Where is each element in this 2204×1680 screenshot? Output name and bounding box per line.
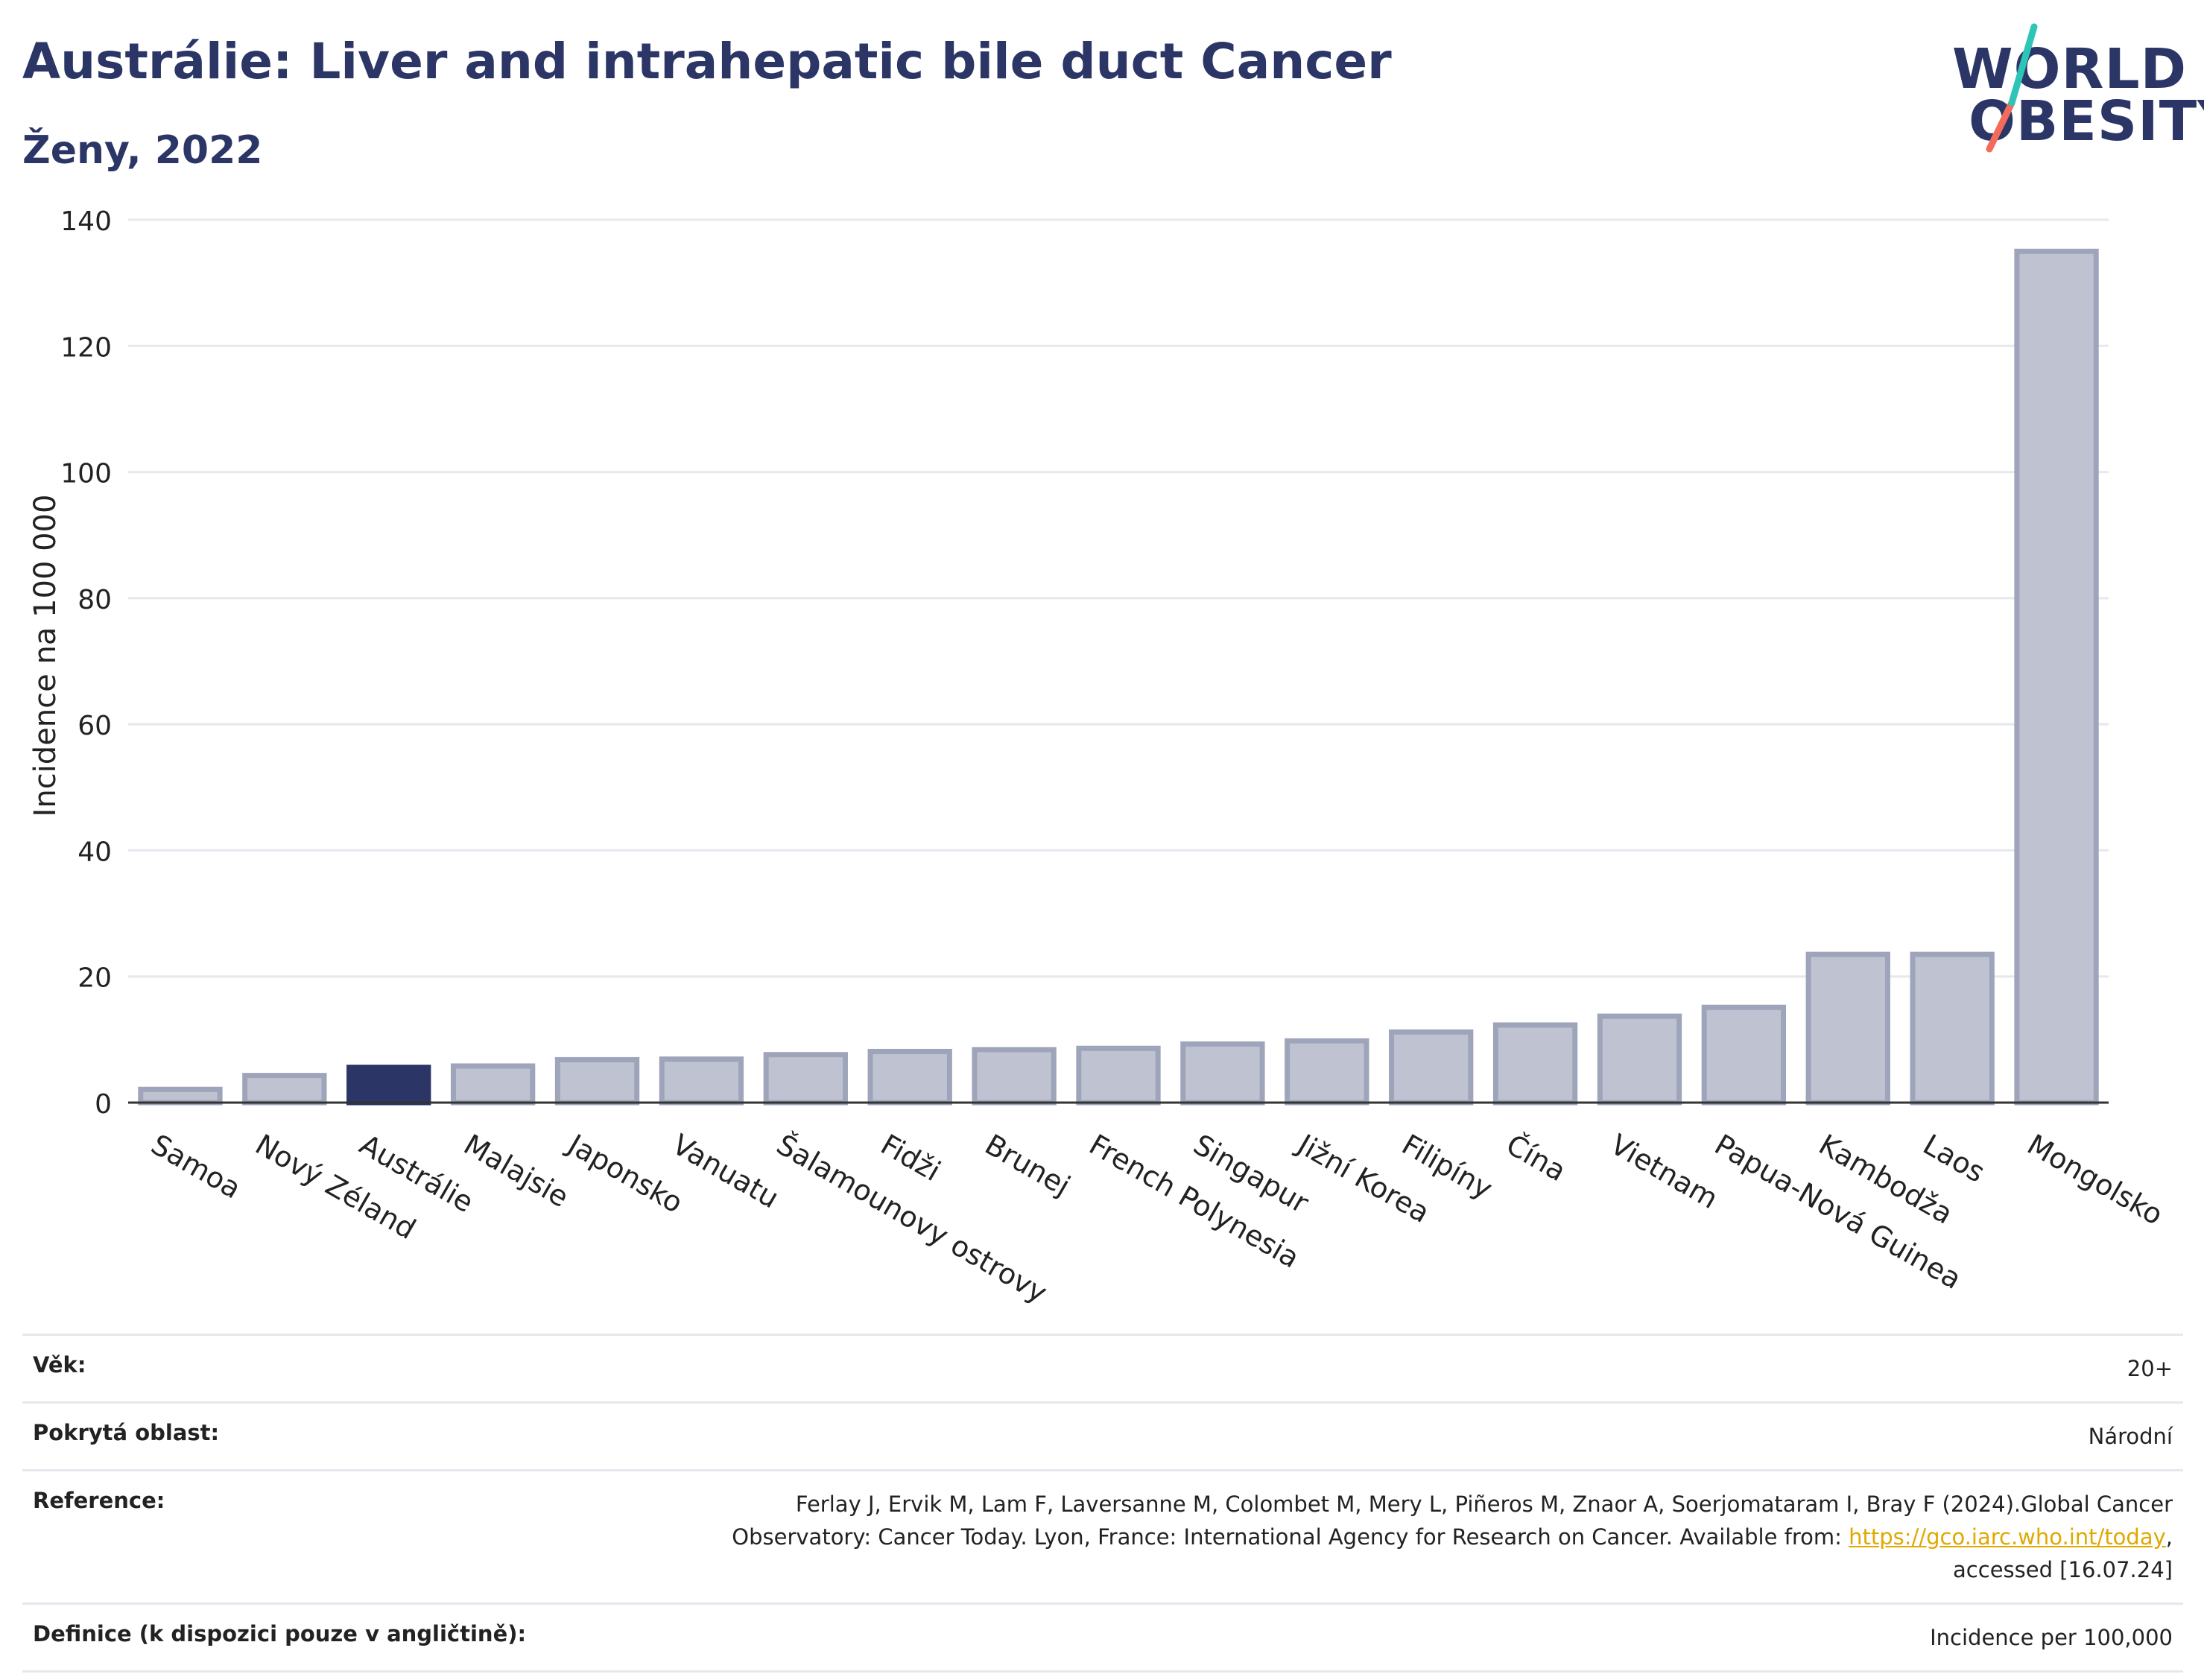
bar-šalamounovy-ostrovy[interactable] [763,1052,848,1106]
bar-mongolsko[interactable] [2014,248,2099,1106]
reference-text-3: , [2165,1524,2173,1550]
x-tick-label: Brunej [980,1128,1076,1202]
age-value: 20+ [565,1334,2183,1404]
x-tick-label: Malajsie [458,1128,574,1214]
info-row-coverage: Pokrytá oblast: Národní [22,1401,2183,1471]
bar-french-polynesia[interactable] [1076,1045,1161,1106]
y-tick-label: 80 [77,585,112,615]
bar-vanuatu[interactable] [659,1056,744,1106]
x-tick-label: Fidži [875,1128,946,1188]
logo-word-2: OBESITY [1969,89,2204,153]
reference-text-2: Observatory: Cancer Today. Lyon, France:… [732,1524,1849,1550]
info-row-reference: Reference: Ferlay J, Ervik M, Lam F, Lav… [22,1469,2183,1605]
coverage-value: Národní [565,1401,2183,1471]
age-label: Věk: [22,1334,565,1404]
y-tick-label: 0 [95,1089,112,1120]
y-tick-label: 120 [60,332,112,363]
x-tick-label: Samoa [145,1128,246,1205]
bar-brunej[interactable] [972,1047,1057,1106]
logo-slash-icon [1986,23,2038,153]
bar-jižní-korea[interactable] [1285,1038,1369,1106]
bar-samoa[interactable] [138,1086,223,1106]
x-tick-label: Vanuatu [667,1128,785,1214]
bar-fidži[interactable] [867,1048,952,1106]
reference-value: Ferlay J, Ervik M, Lam F, Laversanne M, … [565,1469,2183,1605]
page-title: Austrálie: Liver and intrahepatic bile d… [22,33,1392,90]
reference-text-4: accessed [16.07.24] [1953,1557,2173,1582]
y-tick-label: 140 [60,206,112,237]
x-tick-label: Laos [1918,1128,1991,1189]
world-obesity-logo: WORLD OBESITY [1937,15,2204,164]
bar-laos[interactable] [1910,951,1995,1106]
bar-papua-nová-guinea[interactable] [1701,1004,1787,1106]
info-row-definition: Definice (k dispozici pouze v angličtině… [22,1603,2183,1673]
info-table: Věk: 20+ Pokrytá oblast: Národní Referen… [22,1334,2183,1673]
bar-kambodža[interactable] [1805,951,1890,1106]
bar-austrálie[interactable] [346,1065,431,1106]
coverage-label: Pokrytá oblast: [22,1401,565,1471]
bar-malajsie[interactable] [450,1063,536,1106]
x-tick-label: Vietnam [1605,1128,1723,1215]
definition-value: Incidence per 100,000 [565,1603,2183,1673]
page-subtitle: Ženy, 2022 [22,128,263,173]
bar-singapur[interactable] [1180,1041,1265,1106]
bar-japonsko[interactable] [554,1056,640,1106]
y-tick-label: 100 [60,459,112,489]
x-tick-label: Mongolsko [2022,1128,2169,1232]
x-tick-label: Japonsko [561,1127,688,1220]
y-tick-label: 60 [77,711,112,741]
y-axis-label: Incidence na 100 000 [28,495,63,817]
y-tick-label: 40 [77,837,112,867]
bar-nový-zéland[interactable] [242,1073,327,1106]
reference-text-1: Ferlay J, Ervik M, Lam F, Laversanne M, … [795,1492,2173,1517]
bar-vietnam[interactable] [1597,1013,1682,1106]
reference-link[interactable]: https://gco.iarc.who.int/today [1849,1524,2166,1550]
info-row-age: Věk: 20+ [22,1334,2183,1404]
logo-word-1: WORLD [1952,37,2188,101]
bar-filipíny[interactable] [1389,1029,1474,1106]
x-tick-label: Čína [1501,1128,1571,1188]
definition-label: Definice (k dispozici pouze v angličtině… [22,1603,565,1673]
bar-čína[interactable] [1492,1022,1578,1106]
reference-label: Reference: [22,1469,565,1605]
y-tick-label: 20 [77,963,112,994]
